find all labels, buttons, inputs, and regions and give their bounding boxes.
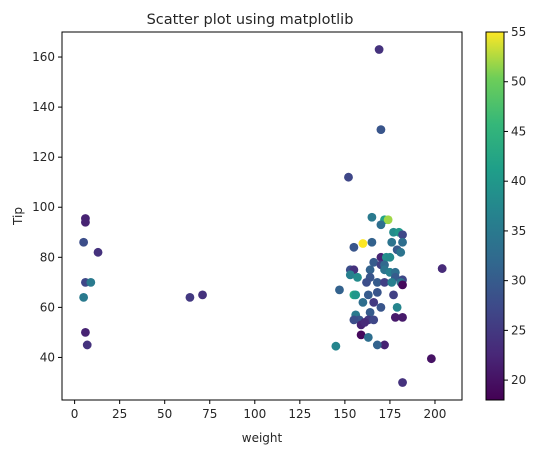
scatter-point xyxy=(380,340,389,350)
scatter-point xyxy=(363,290,373,300)
scatter-point xyxy=(358,297,368,307)
scatter-point xyxy=(356,330,366,340)
scatter-point xyxy=(367,237,377,247)
scatter-point xyxy=(374,45,384,54)
y-tick-label: 100 xyxy=(32,200,55,214)
scatter-point xyxy=(387,237,397,247)
y-tick-label: 40 xyxy=(40,350,55,364)
scatter-point xyxy=(365,307,375,317)
scatter-point xyxy=(360,317,370,327)
x-tick-label: 100 xyxy=(243,407,266,421)
scatter-point xyxy=(426,354,436,364)
colorbar-tick-label: 20 xyxy=(511,373,526,387)
points-layer xyxy=(79,45,447,387)
scatter-point xyxy=(335,285,344,295)
scatter-point xyxy=(358,239,368,248)
scatter-point xyxy=(398,280,407,290)
scatter-point xyxy=(331,341,341,351)
scatter-point xyxy=(389,290,398,300)
chart-title: Scatter plot using matplotlib xyxy=(147,12,354,28)
colorbar-tick-label: 30 xyxy=(511,274,526,288)
scatter-point xyxy=(344,172,353,182)
y-tick-label: 120 xyxy=(32,150,55,164)
scatter-point xyxy=(376,220,386,230)
scatter-point xyxy=(392,302,402,312)
colorbar-tick-label: 40 xyxy=(511,174,526,188)
y-axis: 40 60 80 100 120 140 160 xyxy=(32,50,62,364)
scatter-point xyxy=(369,315,379,325)
colorbar-tick-label: 55 xyxy=(511,25,526,39)
scatter-point xyxy=(185,292,195,302)
scatter-point xyxy=(380,277,389,287)
x-tick-label: 150 xyxy=(333,407,356,421)
x-axis: 0 25 50 75 100 125 150 175 200 xyxy=(71,400,447,421)
scatter-point xyxy=(351,290,361,300)
scatter-point xyxy=(349,242,359,252)
scatter-point xyxy=(345,270,355,280)
x-tick-label: 0 xyxy=(71,407,79,421)
colorbar xyxy=(485,31,505,401)
scatter-point xyxy=(82,340,92,350)
scatter-point xyxy=(362,277,371,287)
scatter-point xyxy=(353,272,362,282)
scatter-point xyxy=(398,230,407,240)
scatter-point xyxy=(385,252,395,262)
scatter-point xyxy=(349,315,359,325)
y-tick-label: 80 xyxy=(40,250,55,264)
colorbar-tick-label: 50 xyxy=(511,75,526,89)
colorbar-tick-label: 35 xyxy=(511,224,526,238)
scatter-point xyxy=(383,215,393,225)
scatter-point xyxy=(93,247,103,257)
x-tick-label: 50 xyxy=(157,407,172,421)
y-tick-label: 140 xyxy=(32,100,55,114)
scatter-point xyxy=(81,217,90,227)
scatter-point xyxy=(398,237,407,247)
scatter-point xyxy=(398,312,407,322)
scatter-point xyxy=(376,125,386,135)
scatter-point xyxy=(376,302,386,312)
x-tick-label: 75 xyxy=(202,407,217,421)
scatter-point xyxy=(437,264,447,273)
scatter-point xyxy=(81,328,90,337)
colorbar-tick-label: 45 xyxy=(511,124,526,138)
x-tick-label: 125 xyxy=(288,407,311,421)
x-tick-label: 175 xyxy=(378,407,401,421)
scatter-point xyxy=(365,265,375,275)
scatter-point xyxy=(367,212,377,222)
scatter-point xyxy=(369,257,379,267)
scatter-point xyxy=(372,277,382,287)
scatter-point xyxy=(372,287,382,297)
plot-area-frame xyxy=(61,31,463,401)
scatter-point xyxy=(398,378,407,387)
scatter-point xyxy=(79,237,89,247)
scatter-point xyxy=(372,340,382,350)
scatter-point xyxy=(86,277,96,287)
x-axis-label: weight xyxy=(242,431,283,445)
y-tick-label: 60 xyxy=(40,300,55,314)
scatter-point xyxy=(390,312,400,322)
x-tick-label: 200 xyxy=(424,407,447,421)
scatter-point xyxy=(198,290,207,300)
scatter-point xyxy=(369,297,379,307)
colorbar-tick-label: 25 xyxy=(511,323,526,337)
scatter-point xyxy=(387,277,397,287)
y-tick-label: 160 xyxy=(32,50,55,64)
y-axis-label: Tip xyxy=(11,207,25,226)
colorbar-ticks: 20 25 30 35 40 45 50 55 xyxy=(504,25,526,387)
x-tick-label: 25 xyxy=(112,407,127,421)
scatter-point xyxy=(396,247,406,257)
scatter-point xyxy=(79,292,89,302)
scatter-point xyxy=(363,333,373,342)
